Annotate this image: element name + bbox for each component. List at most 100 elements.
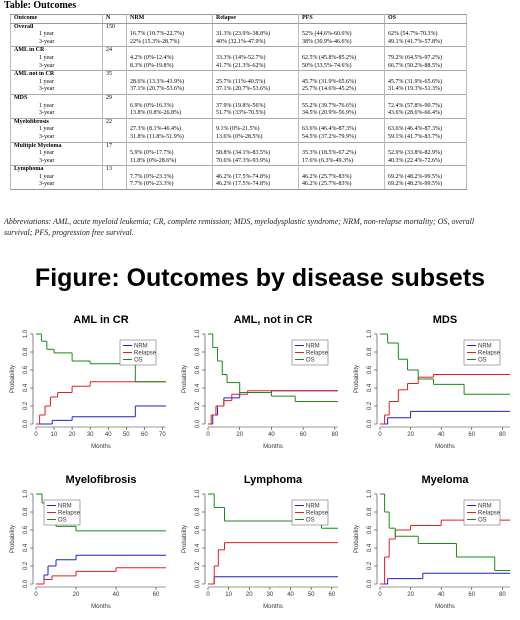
header-cell: PFS: [298, 14, 385, 24]
chart-title: MDS: [433, 314, 457, 326]
data-cell: 46.2% (17.5%-74.8%): [212, 173, 299, 182]
data-cell: 37.9% (19.8%-56%): [212, 102, 299, 111]
blank-cell: [102, 102, 127, 111]
y-tick-label: 0.0: [195, 419, 201, 428]
y-tick-label: 1.0: [195, 329, 201, 338]
data-row: 3-year 8.3% (0%-19.8%) 41.7% (21.3%-62%) 50…: [10, 62, 467, 71]
y-tick-label: 1.0: [23, 489, 29, 498]
x-axis-label: Months: [91, 604, 111, 610]
data-cell: 58.8% (34.1%-83.5%): [212, 150, 299, 158]
blank-cell: [212, 165, 299, 174]
x-tick-label: 20: [407, 432, 414, 438]
blank-cell: [102, 78, 127, 87]
row-label: 1 year: [10, 150, 103, 158]
x-tick-label: 30: [267, 592, 274, 598]
data-cell: 41.7% (21.3%-62%): [212, 62, 299, 71]
blank-cell: [298, 141, 385, 151]
data-cell: 72.4% (57.8%-90.7%): [384, 102, 467, 111]
y-tick-label: 0.0: [23, 419, 29, 428]
data-cell: 13.6% (0%-28.5%): [212, 133, 299, 142]
row-label: 1 year: [10, 102, 103, 111]
group-row: AML not in CR 35: [10, 70, 467, 79]
table-body: Overall 150 1 year 16.7% (10.7%-22.7%) 31.3%…: [10, 22, 467, 191]
y-tick-label: 0.4: [23, 543, 29, 552]
chart: MDS 0.0 0.2 0.4 0.6 0.8 1.0 0 20 40 60 80 Probabilit…: [354, 314, 510, 450]
blank-cell: [126, 22, 213, 32]
group-n: 35: [102, 70, 127, 79]
group-n: 13: [102, 165, 127, 174]
x-tick-label: 20: [73, 592, 80, 598]
header-cell: Relapse: [212, 14, 299, 24]
y-tick-label: 0.0: [195, 579, 201, 588]
x-tick-label: 60: [153, 592, 160, 598]
outcomes-table: Outcome N NRM Relapse PFS OS Overall 150 1 year…: [10, 14, 467, 191]
y-tick-label: 0.2: [23, 561, 29, 570]
row-label: 3-year: [10, 62, 103, 71]
data-cell: 50% (33.5%-74.6%): [298, 62, 385, 71]
row-label: 3-year: [10, 133, 103, 142]
data-cell: 52% (44.6%-60.6%): [298, 31, 385, 39]
data-row: 1 year 6.9% (0%-16.3%) 37.9% (19.8%-56%) 55…: [10, 102, 467, 111]
header-cell: NRM: [126, 14, 213, 24]
y-tick-label: 0.0: [23, 579, 29, 588]
y-tick-label: 1.0: [23, 329, 29, 338]
y-tick-label: 0.4: [195, 383, 201, 392]
data-cell: 79.2% (64.5%-97.2%): [384, 54, 467, 63]
row-label: 1 year: [10, 126, 103, 134]
blank-cell: [212, 46, 299, 55]
y-tick-label: 0.2: [23, 401, 29, 410]
data-cell: 8.3% (0%-19.8%): [126, 62, 213, 71]
group-n: 29: [102, 93, 127, 103]
legend-label: OS: [478, 358, 487, 364]
y-tick-label: 1.0: [367, 329, 373, 338]
legend-label: NRM: [58, 504, 72, 510]
group-n: 17: [102, 141, 127, 151]
blank-cell: [384, 117, 467, 127]
blank-cell: [298, 70, 385, 79]
legend-label: OS: [58, 518, 67, 524]
data-cell: 6.9% (0%-16.3%): [126, 102, 213, 111]
data-cell: 46.2% (17.5%-74.8%): [212, 181, 299, 191]
x-tick-label: 60: [328, 592, 335, 598]
x-tick-label: 40: [268, 432, 275, 438]
group-name: AML in CR: [10, 46, 103, 55]
data-cell: 40% (32.1%-47.9%): [212, 38, 299, 47]
x-axis-label: Months: [91, 444, 111, 450]
group-row: MDS 29: [10, 93, 467, 103]
blank-cell: [212, 93, 299, 103]
blank-cell: [102, 31, 127, 39]
x-tick-label: 80: [499, 592, 506, 598]
x-tick-label: 20: [407, 592, 414, 598]
data-cell: 63.6% (46.4%-87.3%): [298, 126, 385, 134]
row-label: 3-year: [10, 157, 103, 166]
data-row: 3-year 11.8% (0%-28.6%) 70.6% (47.3%-93.9%…: [10, 157, 467, 166]
blank-cell: [212, 22, 299, 32]
data-row: 3-year 31.8% (11.8%-51.9%) 13.6% (0%-28.5%…: [10, 133, 467, 142]
x-tick-label: 80: [499, 432, 506, 438]
legend-label: Relapse: [134, 351, 157, 357]
legend-label: Relapse: [306, 511, 329, 517]
data-row: 3-year 37.1% (20.7%-53.6%) 37.1% (20.7%-53…: [10, 86, 467, 95]
data-cell: 28.6% (13.3%-43.9%): [126, 78, 213, 87]
y-tick-label: 0.8: [367, 347, 373, 356]
y-tick-label: 0.8: [195, 507, 201, 516]
header-cell: N: [102, 14, 127, 24]
blank-cell: [126, 165, 213, 174]
data-row: 3-year 22% (15.3%-28.7%) 40% (32.1%-47.9%)…: [10, 38, 467, 47]
data-cell: 34.5% (20.9%-56.9%): [298, 110, 385, 119]
row-label: 1 year: [10, 78, 103, 87]
y-axis-label: Probability: [182, 365, 188, 393]
y-tick-label: 0.8: [23, 507, 29, 516]
blank-cell: [384, 46, 467, 55]
data-cell: 7.7% (0%-23.3%): [126, 181, 213, 191]
group-name: AML not in CR: [10, 70, 103, 79]
data-row: 1 year 4.2% (0%-12.4%) 33.3% (14%-52.7%) 62…: [10, 54, 467, 63]
header-row: Outcome N NRM Relapse PFS OS: [10, 14, 467, 24]
blank-cell: [384, 93, 467, 103]
chart: Myeloma 0.0 0.2 0.4 0.6 0.8 1.0 0 20 40 60 80 Probab…: [354, 474, 510, 610]
legend-label: NRM: [478, 344, 492, 350]
blank-cell: [102, 38, 127, 47]
legend-label: NRM: [306, 504, 320, 510]
x-axis-label: Months: [435, 604, 455, 610]
x-tick-label: 40: [438, 592, 445, 598]
